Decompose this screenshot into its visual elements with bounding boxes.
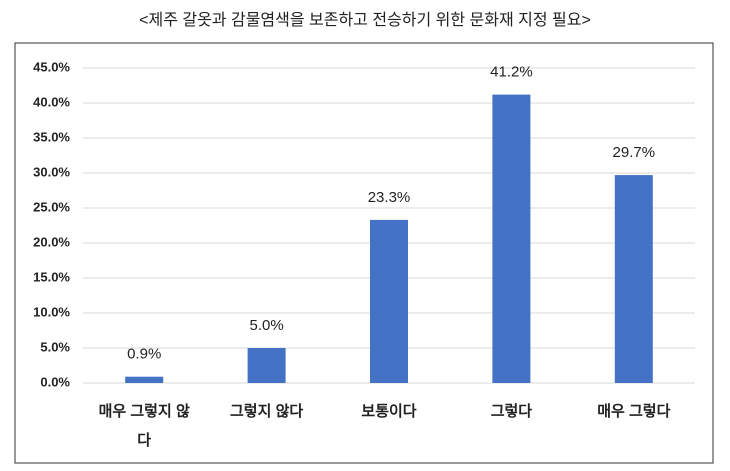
chart-frame — [14, 42, 714, 464]
value-label: 41.2% — [490, 64, 533, 81]
x-tick-label: 매우 그렇지 않다 — [98, 403, 190, 449]
bar — [492, 94, 531, 383]
y-tick-label: 10.0% — [33, 304, 70, 319]
value-label: 5.0% — [249, 317, 283, 334]
bar — [125, 376, 164, 383]
y-tick-label: 30.0% — [33, 164, 70, 179]
y-tick-label: 35.0% — [33, 129, 70, 144]
x-tick-label: 그렇지 않다 — [230, 403, 304, 420]
bar — [614, 175, 653, 383]
value-label: 0.9% — [127, 346, 161, 363]
y-tick-label: 0.0% — [40, 374, 70, 389]
bar — [247, 348, 286, 383]
y-tick-label: 20.0% — [33, 234, 70, 249]
x-tick-label: 그렇다 — [490, 403, 533, 420]
chart-title: <제주 갈옷과 감물염색을 보존하고 전승하기 위한 문화재 지정 필요> — [139, 11, 591, 29]
y-tick-label: 25.0% — [33, 199, 70, 214]
x-tick-label: 보통이다 — [361, 403, 417, 420]
bar — [370, 219, 408, 383]
y-tick-label: 5.0% — [40, 339, 70, 354]
value-label: 23.3% — [368, 189, 411, 206]
x-tick-label: 매우 그렇다 — [597, 403, 671, 420]
y-tick-label: 45.0% — [33, 59, 70, 74]
y-tick-label: 40.0% — [33, 94, 70, 109]
value-label: 29.7% — [613, 144, 656, 161]
y-tick-label: 15.0% — [33, 269, 70, 284]
